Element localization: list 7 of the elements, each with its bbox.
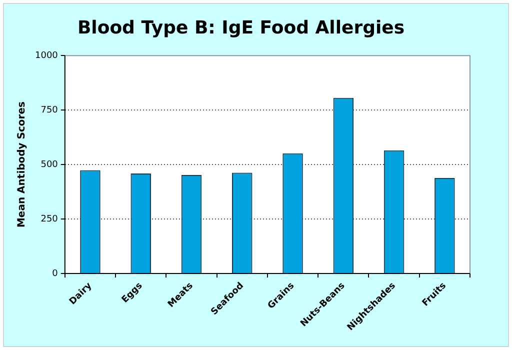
y-axis-title: Mean Antibody Scores xyxy=(16,101,28,228)
y-tick-label: 500 xyxy=(40,160,58,170)
chart-title: Blood Type B: IgE Food Allergies xyxy=(77,17,405,38)
y-tick-label: 750 xyxy=(40,105,58,116)
y-tick-label: 0 xyxy=(52,268,58,279)
y-tick-label: 1000 xyxy=(35,50,58,61)
y-tick-label: 250 xyxy=(40,214,58,224)
